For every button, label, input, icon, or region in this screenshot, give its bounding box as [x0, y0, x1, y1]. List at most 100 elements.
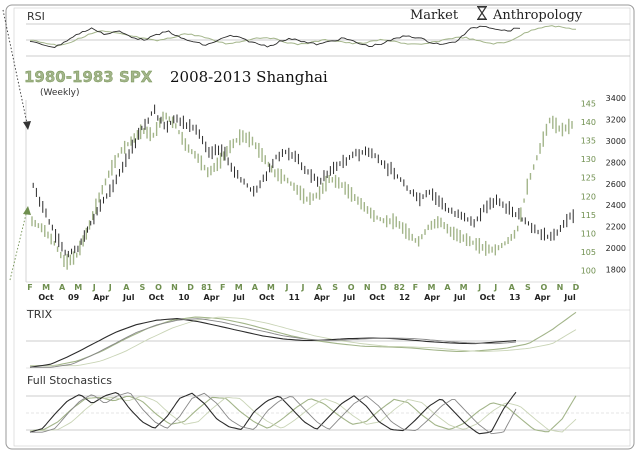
x-tick-spx: S: [525, 283, 531, 292]
x-tick-spx: O: [540, 283, 547, 292]
left-axis-tick: 145: [581, 99, 596, 108]
x-tick-spx: D: [187, 283, 194, 292]
x-tick-shanghai: Apr: [93, 293, 109, 302]
brand-word-market: Market: [410, 8, 459, 23]
title-spx: 1980-1983 SPX: [24, 68, 153, 86]
x-tick-spx: M: [42, 283, 50, 292]
x-tick-spx: A: [252, 283, 259, 292]
x-axis-months-spx: F M A M J J A S O N D 81 F M A M J J A S O N D 82 F M A M J J A S O N D: [27, 283, 579, 292]
right-axis-ticks: 1800 2000 2200 2400 2600 2800 3000 3200 3400: [606, 94, 626, 274]
x-tick-spx: F: [220, 283, 225, 292]
x-tick-spx: O: [155, 283, 162, 292]
x-tick-spx: A: [509, 283, 516, 292]
left-axis-tick: 105: [581, 248, 596, 257]
left-axis-tick: 135: [581, 137, 596, 146]
right-axis-tick: 2400: [606, 201, 626, 210]
x-tick-spx: 81: [201, 283, 213, 292]
stochastics-panel: Full Stochastics: [26, 374, 630, 435]
x-tick-shanghai: 13: [509, 293, 520, 302]
x-tick-shanghai: 09: [68, 293, 80, 302]
left-axis-tick: 115: [581, 211, 596, 220]
x-tick-spx: M: [235, 283, 243, 292]
x-tick-spx: S: [140, 283, 146, 292]
right-axis-tick: 3000: [606, 137, 626, 146]
rsi-label: RSI: [27, 10, 45, 23]
left-axis-tick: 140: [581, 118, 596, 127]
left-axis-tick: 120: [581, 192, 596, 201]
right-axis-tick: 2200: [606, 223, 626, 232]
rsi-shanghai-line: [29, 25, 576, 47]
stochastics-label: Full Stochastics: [27, 374, 112, 387]
right-axis-tick: 3400: [606, 94, 626, 103]
x-tick-shanghai: 11: [289, 293, 301, 302]
main-price-panel: 100 105 110 115 120 125 130 135 140 145 1800 2000 2…: [2, 9, 626, 302]
x-tick-shanghai: Apr: [424, 293, 440, 302]
x-tick-shanghai: 12: [399, 293, 410, 302]
left-axis-tick: 130: [581, 155, 596, 164]
x-tick-spx: J: [301, 283, 305, 292]
stoch-shanghai-line: [29, 395, 577, 433]
brand-word-anthropology: Anthropology: [492, 8, 583, 23]
trix-label: TRIX: [26, 308, 53, 321]
x-tick-shanghai: Oct: [38, 293, 54, 302]
trix-panel: TRIX: [26, 308, 630, 369]
x-tick-spx: 82: [394, 283, 405, 292]
right-axis-tick: 2600: [606, 180, 626, 189]
x-tick-spx: J: [284, 283, 288, 292]
x-tick-spx: A: [59, 283, 66, 292]
x-tick-spx: J: [92, 283, 96, 292]
left-axis-tick: 125: [581, 174, 596, 183]
title-shanghai: 2008-2013 Shanghai: [170, 68, 328, 86]
right-axis-tick: 2800: [606, 158, 626, 167]
x-tick-shanghai: Jul: [122, 293, 135, 302]
brand-logo: Market Anthropology: [410, 6, 583, 23]
x-tick-spx: F: [27, 283, 32, 292]
x-tick-spx: M: [427, 283, 435, 292]
x-tick-shanghai: Oct: [259, 293, 275, 302]
x-tick-spx: S: [332, 283, 338, 292]
x-tick-shanghai: 10: [178, 293, 190, 302]
x-tick-spx: J: [493, 283, 497, 292]
x-tick-shanghai: Oct: [369, 293, 385, 302]
left-axis-tick: 110: [581, 229, 596, 238]
x-tick-spx: N: [364, 283, 371, 292]
x-tick-spx: N: [557, 283, 564, 292]
x-tick-spx: J: [108, 283, 112, 292]
stoch-shanghai-signal: [30, 395, 577, 433]
x-tick-shanghai: Apr: [204, 293, 220, 302]
annotation-arrows: [2, 9, 31, 281]
x-tick-spx: M: [267, 283, 275, 292]
x-tick-spx: M: [74, 283, 82, 292]
left-axis-tick: 100: [581, 267, 596, 276]
right-axis-tick: 2000: [606, 244, 626, 253]
trix-spx-line: [29, 318, 517, 368]
x-tick-spx: N: [171, 283, 178, 292]
x-axis-months-shanghai: Oct 09 Apr Jul Oct 10 Apr Jul Oct 11 Apr Jul Oct 12 Ap…: [38, 293, 576, 302]
x-tick-spx: A: [123, 283, 130, 292]
right-axis-tick: 1800: [606, 265, 626, 274]
x-tick-shanghai: Jul: [453, 293, 466, 302]
x-tick-shanghai: Jul: [232, 293, 245, 302]
x-tick-shanghai: Oct: [149, 293, 165, 302]
spx-price-bars: [32, 104, 574, 258]
x-tick-spx: A: [444, 283, 451, 292]
x-tick-shanghai: Jul: [343, 293, 356, 302]
x-tick-spx: A: [316, 283, 323, 292]
x-tick-spx: J: [477, 283, 481, 292]
x-tick-spx: M: [460, 283, 468, 292]
trix-shanghai-line: [30, 311, 577, 367]
x-tick-shanghai: Jul: [563, 293, 576, 302]
hourglass-icon: [476, 6, 488, 20]
inner-border: [13, 7, 631, 447]
x-tick-shanghai: Oct: [480, 293, 496, 302]
x-tick-spx: D: [380, 283, 387, 292]
x-tick-shanghai: Apr: [534, 293, 550, 302]
rsi-spx-line: [29, 25, 521, 48]
x-tick-spx: O: [348, 283, 355, 292]
stoch-spx-line: [29, 391, 517, 435]
rsi-panel: RSI: [26, 10, 630, 57]
trix-spx-signal: [30, 318, 517, 368]
x-tick-spx: F: [413, 283, 418, 292]
shanghai-price-bars: [31, 111, 573, 270]
x-tick-shanghai: Apr: [314, 293, 330, 302]
